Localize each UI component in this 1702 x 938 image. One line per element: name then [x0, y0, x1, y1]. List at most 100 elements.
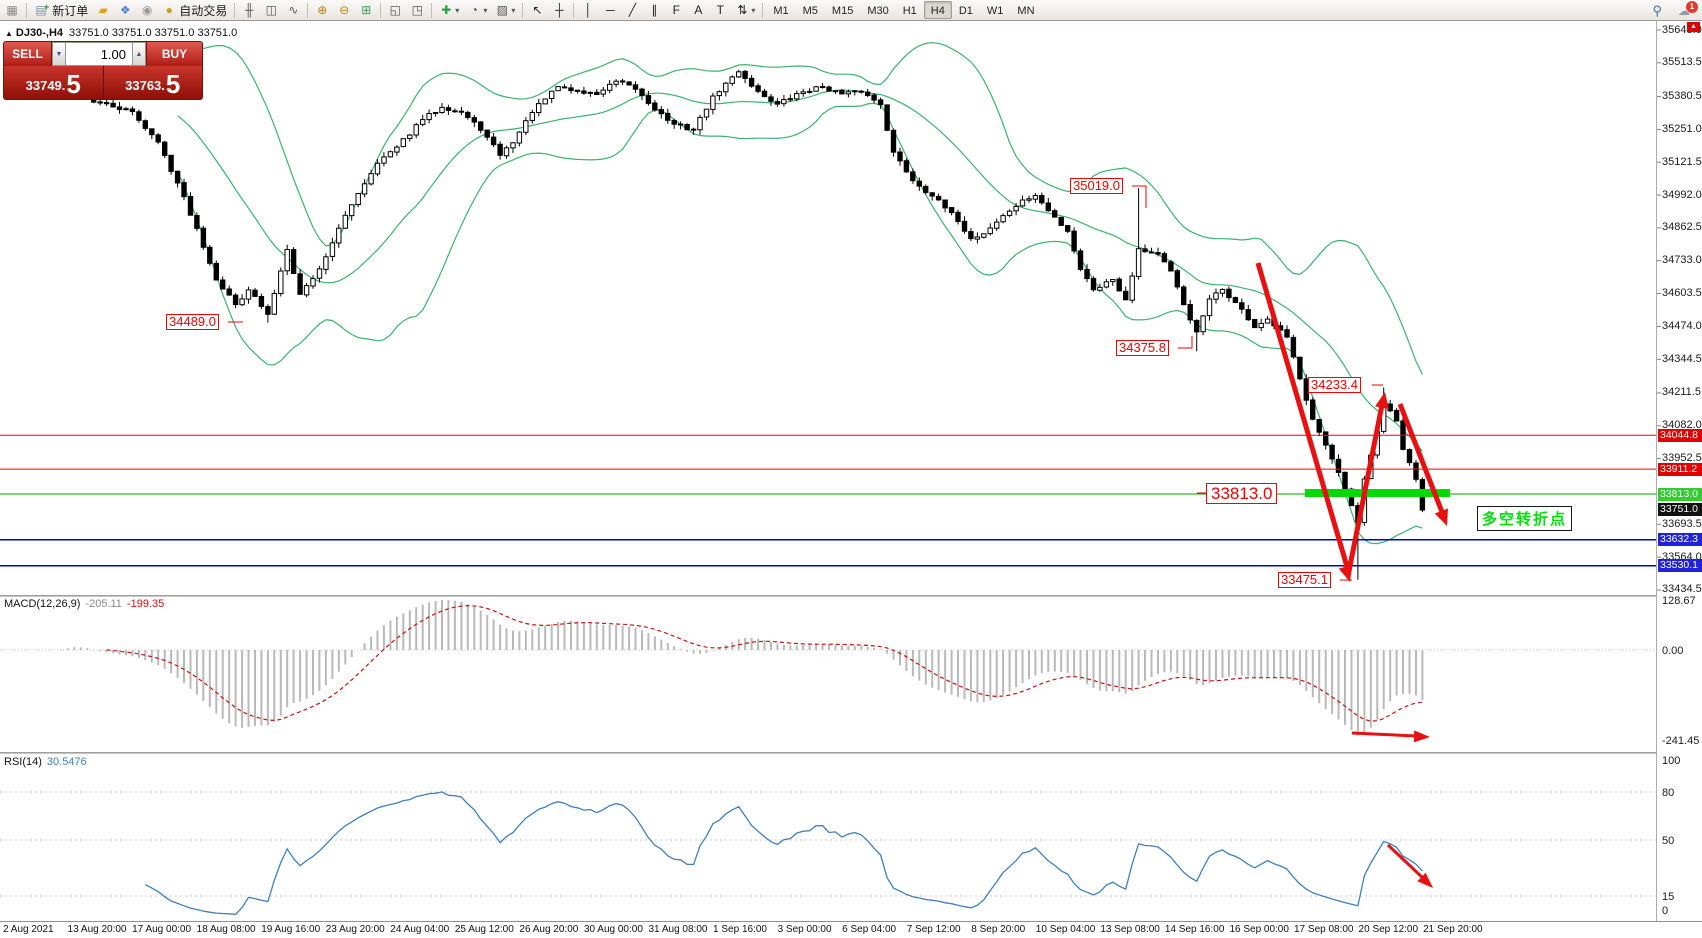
- time-tick: 24 Aug 04:00: [390, 924, 450, 935]
- timeframe-h1[interactable]: H1: [902, 5, 917, 17]
- price-tick: 35121.5: [1662, 155, 1702, 168]
- notifications-icon[interactable]: ☁ 1: [1678, 0, 1698, 18]
- chart-shift-marker[interactable]: ▲: [1687, 22, 1700, 32]
- templates-icon[interactable]: ▨ ▾: [491, 1, 519, 20]
- volume-decrease-button[interactable]: ▼: [52, 42, 66, 66]
- price-annotation-33475.1[interactable]: 33475.1: [1278, 572, 1331, 588]
- line-chart-icon[interactable]: ∿: [282, 1, 304, 20]
- volume-increase-button[interactable]: ▲: [132, 42, 146, 66]
- price-badge-33813.0: 33813.0: [1658, 487, 1702, 501]
- text-label-icon[interactable]: T: [709, 1, 731, 20]
- macd-main-value: -205.11: [85, 598, 122, 610]
- fibonacci-icon[interactable]: F: [665, 1, 687, 20]
- rsi-pane[interactable]: [0, 791, 1656, 915]
- price-annotation-34489.0[interactable]: 34489.0: [166, 314, 219, 330]
- text-icon: A: [694, 2, 703, 17]
- sell-price[interactable]: 33749. 5: [4, 66, 104, 99]
- search-icon[interactable]: ⚲: [1652, 2, 1662, 18]
- dropdown-arrow-icon[interactable]: ▾: [511, 5, 516, 15]
- autotrading-button: ●: [165, 2, 173, 17]
- time-tick: 30 Aug 00:00: [583, 924, 643, 935]
- time-tick: 7 Sep 12:00: [906, 924, 961, 935]
- bar-chart-icon[interactable]: ╫: [238, 1, 260, 20]
- macd-signal-value: -199.35: [126, 598, 165, 610]
- timeframe-w1[interactable]: W1: [986, 5, 1004, 17]
- price-annotation-35019.0[interactable]: 35019.0: [1070, 178, 1123, 194]
- autotrading-button-label: 自动交易: [179, 3, 228, 18]
- rsi-axis-tick: 15: [1662, 891, 1675, 903]
- community-icon[interactable]: ❖: [114, 1, 136, 20]
- text-icon[interactable]: A: [687, 1, 709, 20]
- arrange-windows-icon[interactable]: ◱: [384, 1, 406, 20]
- macd-pane-splitter[interactable]: [0, 595, 1656, 597]
- crosshair-icon: ┼: [555, 2, 564, 17]
- tile-windows-icon[interactable]: ⊞: [355, 1, 377, 20]
- equidistant-channel-icon[interactable]: ∥: [643, 1, 665, 20]
- price-tick: 34211.5: [1662, 386, 1701, 399]
- period-clock-icon[interactable]: ◔ ▾: [463, 1, 491, 20]
- timeframe-mn[interactable]: MN: [1017, 5, 1035, 17]
- volume-input[interactable]: [66, 42, 132, 66]
- add-indicator-icon[interactable]: ✚ ▾: [435, 1, 463, 20]
- zoom-out-icon[interactable]: ⊖: [333, 1, 355, 20]
- price-annotation-34233.4[interactable]: 34233.4: [1308, 377, 1361, 393]
- crosshair-icon[interactable]: ┼: [548, 1, 570, 20]
- timeframe-m1[interactable]: M1: [773, 5, 789, 17]
- price-tick: 33434.5: [1662, 583, 1702, 596]
- macd-pane[interactable]: [0, 600, 1656, 736]
- signal-icon[interactable]: ◉: [136, 1, 158, 20]
- horizontal-line-icon[interactable]: ─: [599, 1, 621, 20]
- plus-icon: +: [44, 1, 50, 12]
- price-badge-33911.2: 33911.2: [1658, 462, 1702, 476]
- toolbar-separator: [380, 2, 382, 18]
- time-tick: 25 Aug 12:00: [454, 924, 514, 935]
- note-text-box[interactable]: 多空转折点: [1477, 506, 1573, 531]
- rsi-axis-tick: 50: [1662, 835, 1675, 847]
- timeframe-m5[interactable]: M5: [802, 5, 818, 17]
- cascade-windows-icon[interactable]: ◳: [406, 1, 428, 20]
- price-badge-34044.8: 34044.8: [1658, 428, 1702, 442]
- timeframe-h4[interactable]: H4: [923, 1, 952, 19]
- zoom-in-icon[interactable]: ⊕: [311, 1, 333, 20]
- timeframe-m30[interactable]: M30: [867, 5, 889, 17]
- macd-indicator-label: MACD(12,26,9) -205.11 -199.35: [4, 598, 164, 610]
- arrows-tool-icon[interactable]: ⇅ ▾: [731, 1, 759, 20]
- equidistant-channel-icon: ∥: [651, 2, 658, 17]
- sell-button[interactable]: SELL: [4, 42, 52, 66]
- trendline-icon[interactable]: ╱: [621, 1, 643, 20]
- dropdown-arrow-icon[interactable]: ▾: [483, 5, 488, 15]
- time-tick: 13 Aug 20:00: [67, 924, 127, 935]
- main-pane[interactable]: [0, 42, 1656, 581]
- timeframe-m15[interactable]: M15: [831, 5, 854, 17]
- tile-windows-icon: ⊞: [361, 2, 372, 17]
- new-order-button[interactable]: ▤ + 新订单: [30, 1, 92, 20]
- collapse-triangle-icon[interactable]: ▲: [5, 29, 13, 38]
- toolbar-separator: [762, 2, 764, 18]
- cursor-icon[interactable]: ↖: [526, 1, 548, 20]
- price-annotation-33813.0[interactable]: 33813.0: [1206, 483, 1278, 504]
- support-highlight-bar[interactable]: [1305, 489, 1450, 497]
- rsi-pane-splitter[interactable]: [0, 752, 1656, 754]
- sell-price-main: 33749.: [25, 78, 66, 93]
- gold-chart-icon[interactable]: ▰: [92, 1, 114, 20]
- vertical-line-icon[interactable]: │: [577, 1, 599, 20]
- price-annotation-34375.8[interactable]: 34375.8: [1116, 340, 1169, 356]
- macd-name: MACD(12,26,9): [4, 598, 81, 610]
- macd-axis-tick: 0.00: [1662, 645, 1684, 657]
- buy-price[interactable]: 33763. 5: [103, 66, 202, 99]
- time-tick: 26 Aug 20:00: [519, 924, 579, 935]
- chart-window-icon[interactable]: ▦: [1, 1, 23, 20]
- dropdown-arrow-icon[interactable]: ▾: [751, 5, 756, 15]
- one-click-trading-panel: SELL ▼ ▲ BUY 33749.5 33763.5: [3, 41, 203, 100]
- templates-icon: ▨: [496, 2, 508, 17]
- autotrading-button[interactable]: ● 自动交易: [158, 1, 231, 20]
- buy-button[interactable]: BUY: [146, 42, 202, 66]
- candlestick-chart-icon[interactable]: ◫: [260, 1, 282, 20]
- price-axis-divider: [1656, 21, 1657, 921]
- timeframe-d1[interactable]: D1: [958, 5, 973, 17]
- dropdown-arrow-icon[interactable]: ▾: [455, 5, 460, 15]
- symbol-ohlc: 33751.0 33751.0 33751.0 33751.0: [69, 27, 238, 39]
- price-tick: 35380.5: [1662, 90, 1702, 103]
